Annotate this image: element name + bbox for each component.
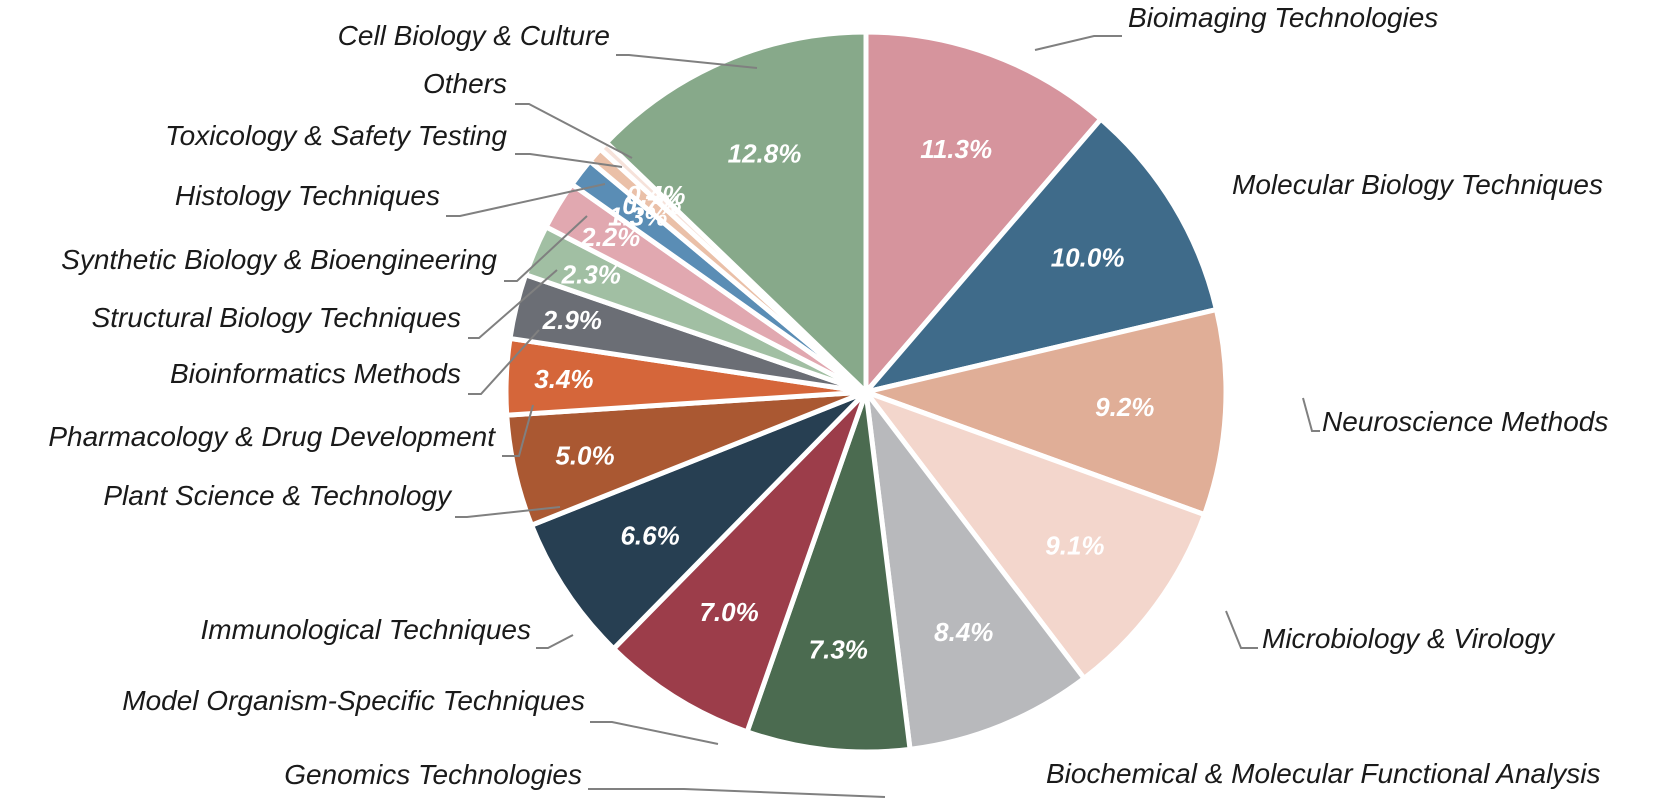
pie-slice-molecular-biology-techniques <box>863 116 1219 395</box>
percent-label-bioimaging-technologies: 11.3% <box>920 134 992 164</box>
leader-line-cell-biology-and-culture <box>616 54 758 69</box>
leader-line-genomics-technologies <box>588 788 886 798</box>
category-label-plant-science-and-technology: Plant Science & Technology <box>103 480 453 511</box>
leader-line-others <box>515 103 633 159</box>
category-label-bioinformatics-methods: Bioinformatics Methods <box>170 358 461 389</box>
pie-slice-bioimaging-technologies <box>863 29 1104 395</box>
percent-label-cell-biology-and-culture: 12.8% <box>728 139 802 169</box>
category-label-model-organism-specific-techniques: Model Organism-Specific Techniques <box>122 685 585 716</box>
leader-line-pharmacology-and-drug-development <box>502 404 534 457</box>
leader-line-neuroscience-methods <box>1302 397 1320 432</box>
percent-label-genomics-technologies: 7.3% <box>809 635 868 665</box>
leader-line-bioinformatics-methods <box>468 329 540 395</box>
leader-line-toxicology-and-safety-testing <box>515 153 623 168</box>
percent-label-pharmacology-and-drug-development: 3.4% <box>534 364 593 394</box>
leader-lines <box>446 35 1320 798</box>
category-label-neuroscience-methods: Neuroscience Methods <box>1322 406 1608 437</box>
pie-slice-immunological-techniques <box>529 389 869 652</box>
percent-label-toxicology-and-safety-testing: 0.7% <box>622 190 681 220</box>
category-label-bioimaging-technologies: Bioimaging Technologies <box>1128 2 1438 33</box>
category-labels: Bioimaging Technologies Molecular Biology… <box>48 2 1608 790</box>
percent-label-others: 0.4% <box>626 180 685 210</box>
category-label-biochemical-and-molecular-functional-analysis: Biochemical & Molecular Functional Analy… <box>1046 758 1601 789</box>
leader-line-histology-techniques <box>446 183 606 217</box>
percent-label-histology-techniques: 1.3% <box>608 201 667 231</box>
leader-line-synthetic-biology-and-bioengineering <box>504 215 588 282</box>
category-label-structural-biology-techniques: Structural Biology Techniques <box>92 302 461 333</box>
pie-slice-cell-biology-and-culture <box>603 29 869 395</box>
percent-label-plant-science-and-technology: 5.0% <box>555 440 614 470</box>
percent-label-synthetic-biology-and-bioengineering: 2.2% <box>580 222 640 252</box>
percent-label-biochemical-and-molecular-functional-analysis: 8.4% <box>934 617 993 647</box>
pie-slices <box>503 29 1229 755</box>
percent-label-immunological-techniques: 6.6% <box>620 521 679 551</box>
category-label-synthetic-biology-and-bioengineering: Synthetic Biology & Bioengineering <box>61 244 497 275</box>
category-label-genomics-technologies: Genomics Technologies <box>284 759 582 790</box>
category-label-cell-biology-and-culture: Cell Biology & Culture <box>338 20 610 51</box>
leader-line-structural-biology-techniques <box>468 269 558 339</box>
pie-slice-microbiology-and-virology <box>863 389 1207 681</box>
leader-line-plant-science-and-technology <box>455 506 561 518</box>
percent-label-neuroscience-methods: 9.2% <box>1095 392 1154 422</box>
leader-line-microbiology-and-virology <box>1225 610 1258 649</box>
category-label-others: Others <box>423 68 507 99</box>
leader-line-bioimaging-technologies <box>1034 35 1122 51</box>
leader-line-immunological-techniques <box>536 634 574 649</box>
category-label-toxicology-and-safety-testing: Toxicology & Safety Testing <box>165 120 507 151</box>
category-label-microbiology-and-virology: Microbiology & Virology <box>1262 623 1556 654</box>
percent-label-model-organism-specific-techniques: 7.0% <box>699 597 758 627</box>
category-label-molecular-biology-techniques: Molecular Biology Techniques <box>1232 169 1603 200</box>
pie-slice-model-organism-specific-techniques <box>611 389 869 735</box>
percent-label-structural-biology-techniques: 2.3% <box>561 260 621 290</box>
percent-label-molecular-biology-techniques: 10.0% <box>1051 243 1125 273</box>
percent-label-microbiology-and-virology: 9.1% <box>1045 531 1104 561</box>
category-label-pharmacology-and-drug-development: Pharmacology & Drug Development <box>48 421 496 452</box>
pie-slice-biochemical-and-molecular-functional-analysis <box>863 389 1087 752</box>
category-label-immunological-techniques: Immunological Techniques <box>201 614 532 645</box>
percent-labels: 11.3% 10.0% 9.2% 9.1% 8.4% 7.3% 7.0% 6.6% 5.0% 3.… <box>534 134 1154 665</box>
category-label-histology-techniques: Histology Techniques <box>175 180 440 211</box>
percent-label-bioinformatics-methods: 2.9% <box>542 305 602 335</box>
pie-slice-neuroscience-methods <box>863 307 1229 518</box>
leader-line-model-organism-specific-techniques <box>590 721 719 745</box>
pie-slice-genomics-technologies <box>744 389 913 755</box>
